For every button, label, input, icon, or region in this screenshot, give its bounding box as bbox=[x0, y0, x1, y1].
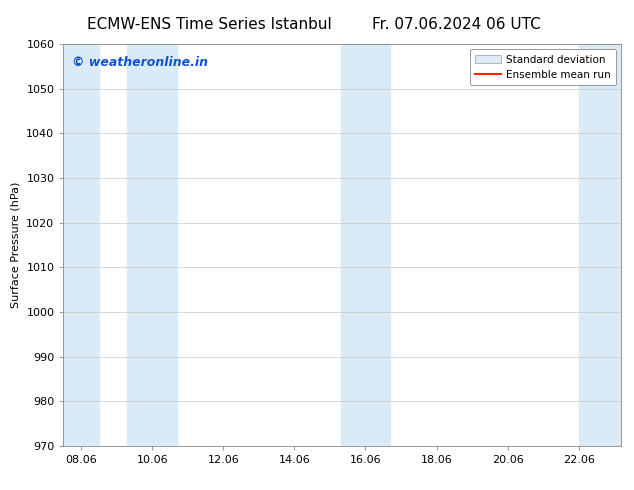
Text: ECMW-ENS Time Series Istanbul: ECMW-ENS Time Series Istanbul bbox=[87, 17, 332, 32]
Bar bbox=[579, 44, 621, 446]
Bar bbox=[127, 44, 177, 446]
Legend: Standard deviation, Ensemble mean run: Standard deviation, Ensemble mean run bbox=[470, 49, 616, 85]
Text: Fr. 07.06.2024 06 UTC: Fr. 07.06.2024 06 UTC bbox=[372, 17, 541, 32]
Bar bbox=[63, 44, 99, 446]
Text: © weatheronline.in: © weatheronline.in bbox=[72, 56, 208, 69]
Y-axis label: Surface Pressure (hPa): Surface Pressure (hPa) bbox=[11, 182, 21, 308]
Bar bbox=[340, 44, 391, 446]
